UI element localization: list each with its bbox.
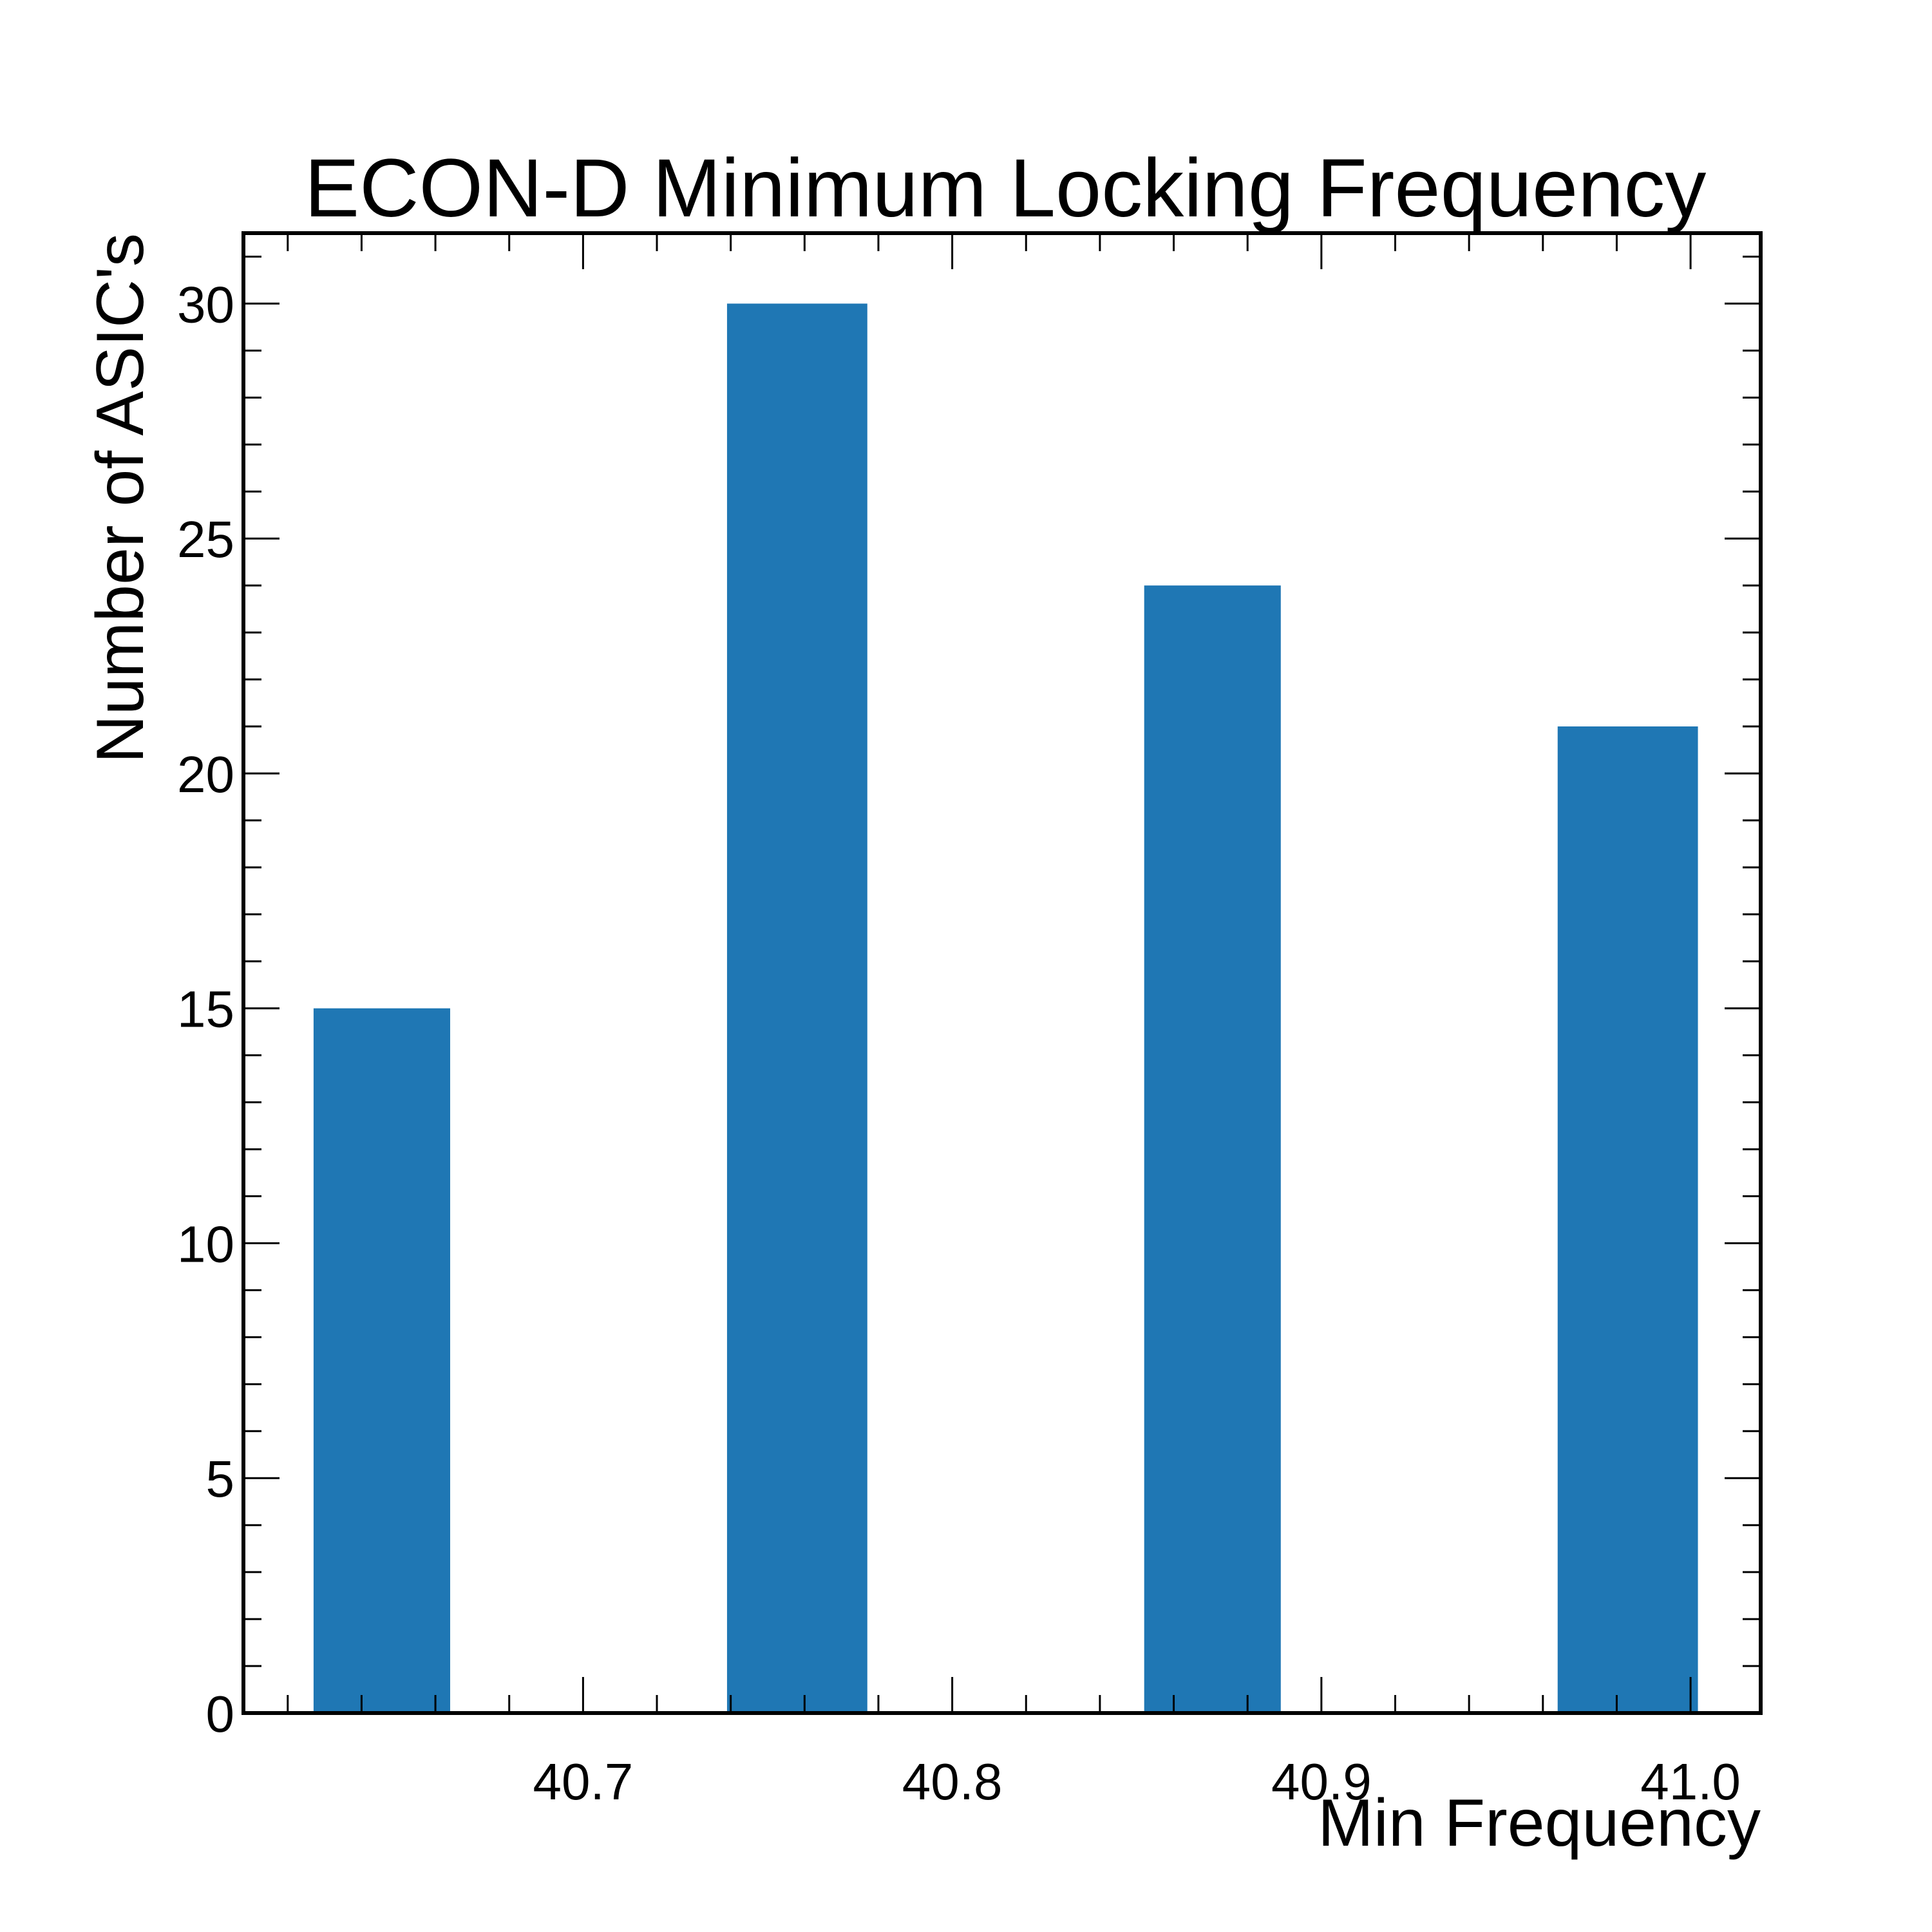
plot-frame (242, 231, 1763, 1715)
chart-title: ECON-D Minimum Locking Frequency (305, 142, 1707, 234)
x-axis-label: Min Frequency (1318, 1786, 1761, 1861)
y-tick-label: 5 (206, 1450, 235, 1508)
x-tick-label: 40.8 (902, 1753, 1003, 1810)
bars-group (313, 303, 1698, 1714)
y-tick-label: 20 (177, 746, 234, 803)
y-tick-label: 25 (177, 511, 234, 568)
y-tick-label: 15 (177, 981, 234, 1038)
y-tick-label: 10 (177, 1215, 234, 1273)
x-tick-label: 41.0 (1640, 1753, 1741, 1810)
ticks-group (243, 233, 1761, 1714)
histogram-bar-2 (726, 303, 867, 1714)
y-tick-label: 0 (206, 1685, 235, 1743)
histogram-bar-1 (313, 1008, 451, 1713)
tick-labels-group: 40.7 40.8 40.9 41.0 0 5 10 15 20 25 30 (177, 276, 1741, 1810)
x-tick-label: 40.7 (533, 1753, 634, 1810)
histogram-bar-4 (1557, 726, 1698, 1713)
x-tick-label: 40.9 (1271, 1753, 1372, 1810)
histogram-bar-3 (1144, 585, 1281, 1714)
y-tick-label: 30 (177, 276, 234, 333)
y-axis-label: Number of ASIC's (83, 233, 158, 763)
